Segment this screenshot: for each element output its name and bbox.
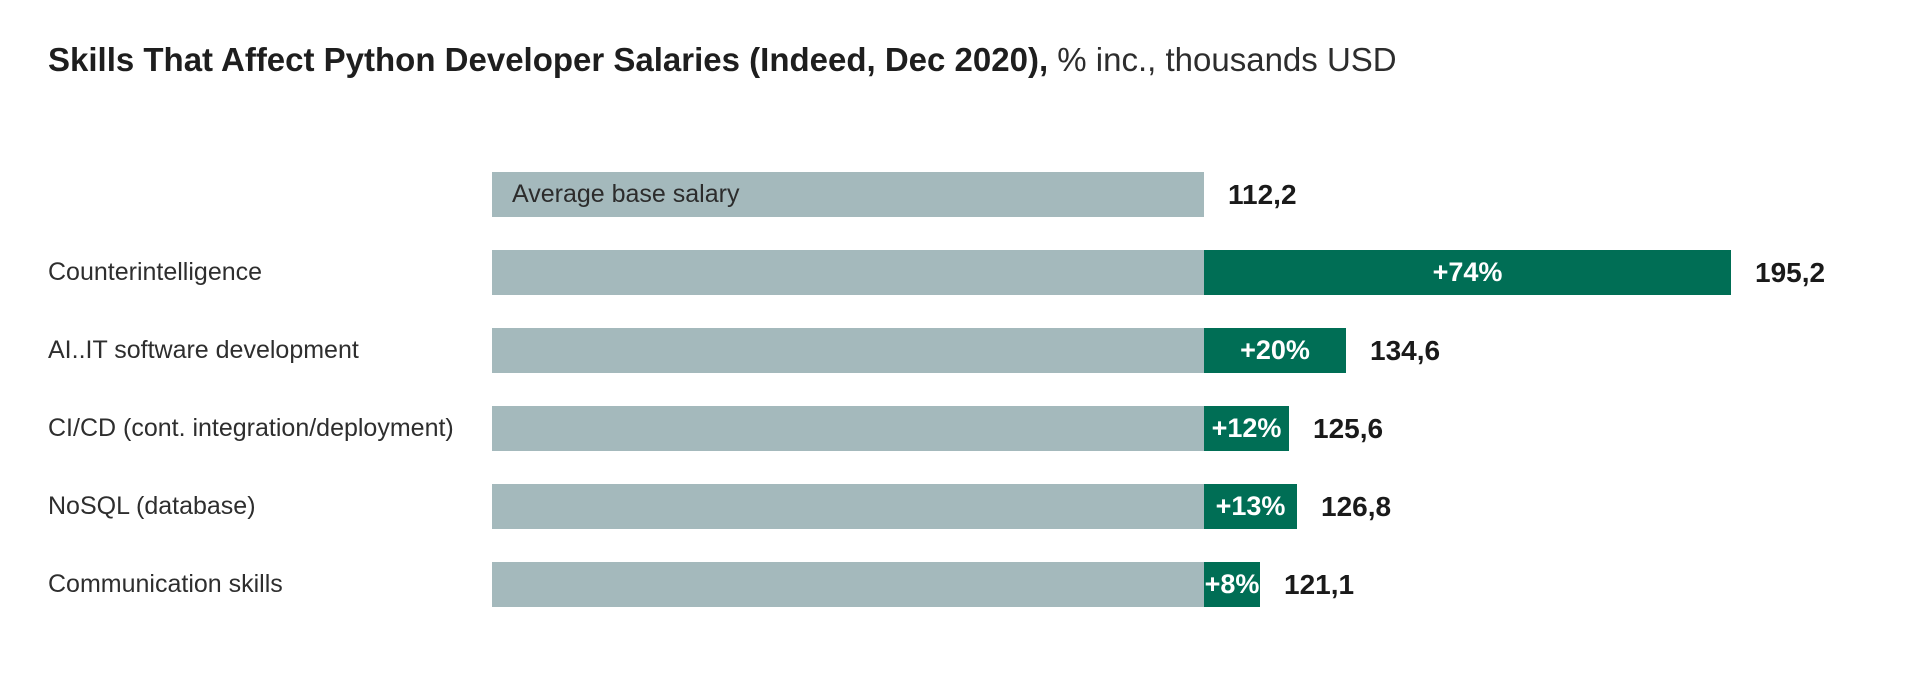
chart-title-suffix: % inc., thousands USD bbox=[1048, 41, 1397, 78]
row-bar: +8% bbox=[492, 562, 1260, 607]
bar-base-segment bbox=[492, 406, 1204, 451]
row-label: AI..IT software development bbox=[48, 336, 359, 364]
bar-base-segment bbox=[492, 328, 1204, 373]
bar-base-segment bbox=[492, 562, 1204, 607]
value-label: 134,6 bbox=[1370, 335, 1441, 366]
chart-row: Counterintelligence +74% 195,2 bbox=[48, 250, 1872, 295]
row-label: Counterintelligence bbox=[48, 258, 263, 286]
bar-base-segment bbox=[492, 484, 1204, 529]
value-label: 121,1 bbox=[1284, 569, 1355, 600]
chart-title-main: Skills That Affect Python Developer Sala… bbox=[48, 41, 1049, 78]
chart-row: CI/CD (cont. integration/deployment) +12%… bbox=[48, 406, 1872, 451]
chart-row: Average base salary 112,2 bbox=[48, 172, 1872, 217]
value-label: 125,6 bbox=[1313, 413, 1384, 444]
bar-base-segment bbox=[492, 250, 1204, 295]
row-label: NoSQL (database) bbox=[48, 492, 256, 520]
value-label: 112,2 bbox=[1228, 179, 1297, 210]
percent-label: +74% bbox=[1432, 257, 1503, 287]
row-bar: Average base salary bbox=[492, 172, 1204, 217]
chart-row: AI..IT software development +20% 134,6 bbox=[48, 328, 1872, 373]
percent-label: +13% bbox=[1215, 491, 1286, 521]
bar-increase-segment: +20% bbox=[1204, 328, 1346, 373]
percent-label: +20% bbox=[1240, 335, 1310, 365]
row-label: Communication skills bbox=[48, 570, 283, 598]
row-bar: +12% bbox=[492, 406, 1289, 451]
chart-title: Skills That Affect Python Developer Sala… bbox=[48, 40, 1397, 80]
row-label: CI/CD (cont. integration/deployment) bbox=[48, 414, 454, 442]
value-label: 126,8 bbox=[1321, 491, 1392, 522]
percent-label: +12% bbox=[1211, 413, 1282, 443]
bar-base-segment: Average base salary bbox=[492, 172, 1204, 217]
bar-increase-segment: +12% bbox=[1204, 406, 1289, 451]
bar-increase-segment: +74% bbox=[1204, 250, 1731, 295]
row-bar: +74% bbox=[492, 250, 1731, 295]
bar-increase-segment: +13% bbox=[1204, 484, 1297, 529]
chart-rows: Average base salary 112,2 Counterintellige… bbox=[48, 172, 1872, 640]
chart-row: NoSQL (database) +13% 126,8 bbox=[48, 484, 1872, 529]
row-bar: +13% bbox=[492, 484, 1297, 529]
bar-inner-label: Average base salary bbox=[512, 180, 740, 208]
percent-label: +8% bbox=[1204, 569, 1260, 599]
row-bar: +20% bbox=[492, 328, 1346, 373]
bar-increase-segment: +8% bbox=[1204, 562, 1260, 607]
chart-row: Communication skills +8% 121,1 bbox=[48, 562, 1872, 607]
value-label: 195,2 bbox=[1755, 257, 1826, 288]
